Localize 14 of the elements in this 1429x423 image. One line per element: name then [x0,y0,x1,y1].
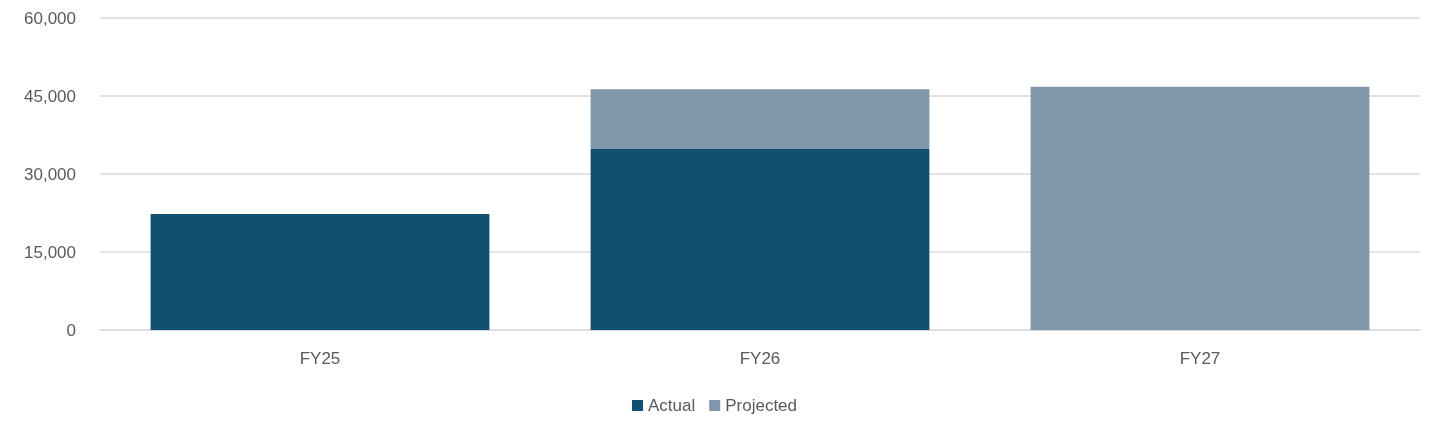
y-tick-label: 0 [66,320,76,340]
bar [1030,86,1370,330]
legend-label: Projected [725,396,798,415]
y-tick-label: 60,000 [24,8,76,28]
x-tick-label: FY25 [299,349,341,368]
x-tick-label: FY26 [739,349,781,368]
bar [590,89,930,150]
bar [150,214,490,330]
y-tick-label: 30,000 [24,164,76,184]
x-tick-label: FY27 [1179,349,1221,368]
bar [590,149,930,330]
y-tick-label: 15,000 [24,242,76,262]
y-tick-label: 45,000 [24,86,76,106]
legend-label: Actual [647,396,696,415]
